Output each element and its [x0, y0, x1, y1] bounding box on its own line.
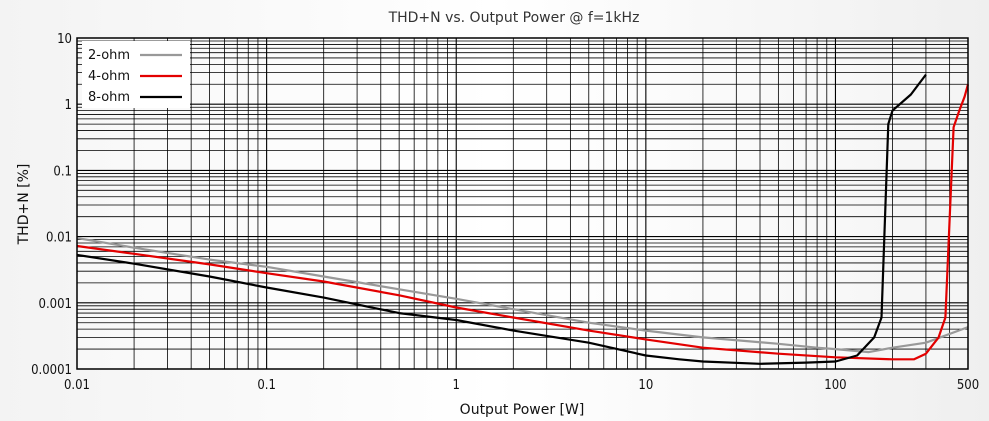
plot-background	[77, 38, 968, 369]
y-tick-label: 0.0001	[31, 363, 72, 378]
x-tick-label: 10	[638, 378, 653, 393]
legend-label-4-ohm: 4-ohm	[88, 69, 130, 84]
x-tick-label: 100	[824, 378, 846, 393]
x-tick-label: 500	[957, 378, 979, 393]
x-axis-ticks: 0.01 0.1 1 10 100 500	[64, 378, 979, 393]
y-tick-label: 0.01	[46, 231, 72, 246]
legend-label-2-ohm: 2-ohm	[88, 48, 130, 63]
legend-label-8-ohm: 8-ohm	[88, 90, 130, 105]
x-tick-label: 0.1	[257, 378, 276, 393]
series-line-8-ohm	[76, 73, 927, 365]
x-tick-label: 0.01	[64, 378, 90, 393]
y-axis-ticks: 0.0001 0.001 0.01 0.1 1 10	[31, 32, 72, 378]
plot-frame	[76, 37, 969, 370]
plot-area	[77, 38, 968, 369]
legend: 2-ohm 4-ohm 8-ohm	[82, 41, 190, 108]
plot-border	[76, 37, 969, 370]
x-axis-title: Output Power [W]	[460, 402, 585, 418]
series-line-4-ohm	[76, 84, 970, 361]
x-tick-label: 1	[453, 378, 460, 393]
y-tick-label: 10	[57, 32, 72, 47]
series-layer	[76, 73, 970, 365]
chart-title: THD+N vs. Output Power @ f=1kHz	[388, 10, 640, 26]
y-tick-label: 0.001	[39, 297, 72, 312]
grid-lines	[77, 38, 968, 369]
series-line-2-ohm	[76, 237, 969, 354]
y-tick-label: 0.1	[53, 164, 72, 179]
y-axis-title: THD+N [%]	[16, 164, 32, 246]
y-tick-label: 1	[65, 98, 72, 113]
